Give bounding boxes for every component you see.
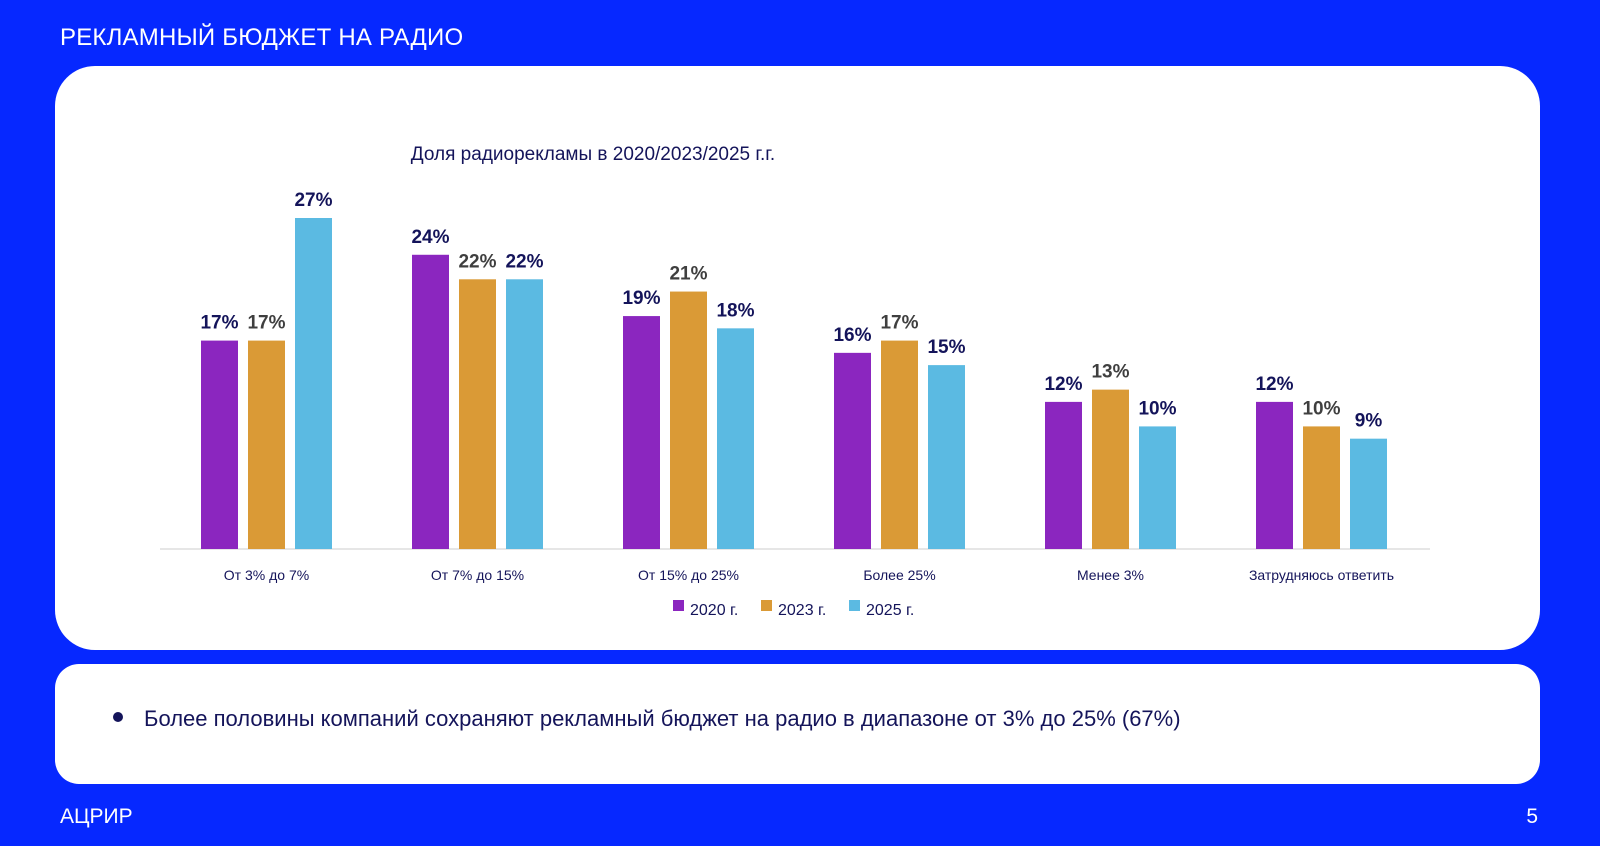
- value-label: 19%: [622, 288, 660, 309]
- category-label: От 15% до 25%: [638, 567, 739, 583]
- bar-3-series-2: [670, 291, 707, 549]
- bar-3-series-3: [717, 328, 754, 549]
- value-label: 18%: [716, 300, 754, 321]
- bar-4-series-1: [834, 352, 871, 549]
- value-label: 22%: [505, 251, 543, 272]
- value-label: 22%: [458, 251, 496, 272]
- category-label: Менее 3%: [1077, 567, 1144, 583]
- category-label: От 3% до 7%: [224, 567, 309, 583]
- value-label: 16%: [833, 325, 871, 346]
- category-label: Затрудняюсь ответить: [1249, 567, 1394, 583]
- page-title: РЕКЛАМНЫЙ БЮДЖЕТ НА РАДИО: [60, 24, 464, 51]
- bar-5-series-1: [1045, 401, 1082, 549]
- category-label: От 7% до 15%: [431, 567, 524, 583]
- value-label: 12%: [1044, 374, 1082, 395]
- value-label: 12%: [1255, 374, 1293, 395]
- chart-card: Доля радиорекламы в 2020/2023/2025 г.г. …: [55, 66, 1540, 650]
- bar-6-series-1: [1256, 401, 1293, 549]
- bar-1-series-2: [248, 340, 285, 549]
- bar-3-series-1: [623, 316, 660, 549]
- bar-1-series-3: [295, 218, 332, 549]
- bar-2-series-3: [506, 279, 543, 549]
- category-label: Более 25%: [863, 567, 935, 583]
- page-number: 5: [1526, 805, 1538, 828]
- note-card: Более половины компаний сохраняют реклам…: [55, 664, 1540, 784]
- category-labels-group: От 3% до 7% От 7% до 15% От 15% до 25% Боле…: [224, 567, 1394, 583]
- value-label: 21%: [669, 264, 707, 285]
- bar-4-series-2: [881, 340, 918, 549]
- bar-4-series-3: [928, 365, 965, 549]
- legend-label: 2023 г.: [778, 602, 826, 619]
- bar-6-series-2: [1303, 426, 1340, 549]
- value-label: 15%: [927, 337, 965, 358]
- value-label: 13%: [1091, 362, 1129, 383]
- bars-group: [201, 218, 1387, 549]
- legend: 2020 г. 2023 г. 2025 г.: [673, 600, 914, 619]
- value-label: 17%: [247, 313, 285, 334]
- bar-2-series-1: [412, 254, 449, 549]
- value-label: 9%: [1355, 411, 1383, 432]
- bar-5-series-2: [1092, 389, 1129, 549]
- bullet-icon: [113, 712, 123, 722]
- bar-6-series-3: [1350, 438, 1387, 549]
- bar-2-series-2: [459, 279, 496, 549]
- value-label: 17%: [200, 313, 238, 334]
- legend-swatch: [673, 600, 684, 611]
- legend-label: 2020 г.: [690, 602, 738, 619]
- bar-1-series-1: [201, 340, 238, 549]
- value-labels-group: 17% 17% 27% 24% 22% 22% 19% 21% 18% 16% 17% 15% 12% 1…: [200, 190, 1382, 432]
- legend-swatch: [761, 600, 772, 611]
- bar-chart: Доля радиорекламы в 2020/2023/2025 г.г. …: [160, 144, 1430, 619]
- value-label: 24%: [411, 227, 449, 248]
- note-text: Более половины компаний сохраняют реклам…: [144, 706, 1181, 731]
- chart-title: Доля радиорекламы в 2020/2023/2025 г.г.: [411, 144, 775, 165]
- value-label: 17%: [880, 313, 918, 334]
- footer-brand: АЦРИР: [60, 805, 133, 828]
- value-label: 27%: [294, 190, 332, 211]
- legend-swatch: [849, 600, 860, 611]
- value-label: 10%: [1138, 398, 1176, 419]
- value-label: 10%: [1302, 398, 1340, 419]
- bar-5-series-3: [1139, 426, 1176, 549]
- legend-label: 2025 г.: [866, 602, 914, 619]
